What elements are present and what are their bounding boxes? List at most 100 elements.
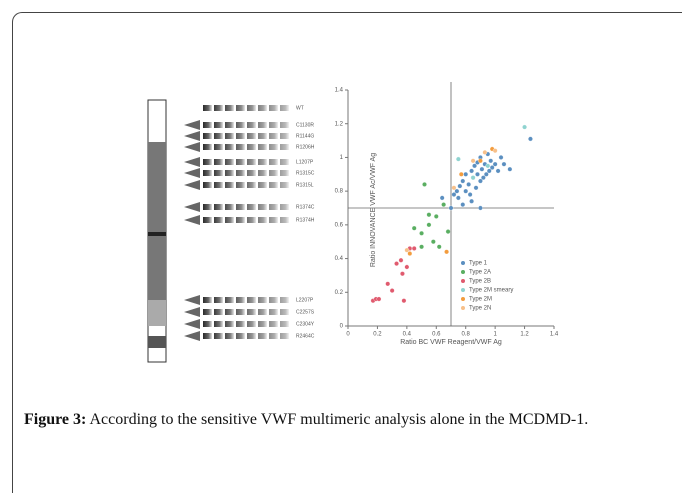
point xyxy=(426,212,432,218)
point xyxy=(422,182,427,187)
gel-band xyxy=(269,297,278,303)
point xyxy=(451,192,457,197)
gel-band xyxy=(236,170,245,176)
point xyxy=(385,281,391,287)
gel-band xyxy=(269,321,278,327)
point xyxy=(473,185,479,191)
point xyxy=(407,251,413,256)
gel-band xyxy=(247,297,256,303)
gel-band xyxy=(247,321,256,327)
gel-band xyxy=(203,321,212,327)
lane-label: C2257S xyxy=(296,309,315,315)
point xyxy=(441,202,446,207)
gel-band xyxy=(247,133,256,139)
legend-marker xyxy=(461,279,465,283)
gel-band xyxy=(225,204,234,210)
gel-band xyxy=(214,204,223,210)
point xyxy=(469,168,474,174)
caption: Figure 3: According to the sensitive VWF… xyxy=(24,408,664,432)
point xyxy=(478,158,483,164)
point xyxy=(436,244,442,250)
point xyxy=(445,229,451,234)
x-tick-label: 0.6 xyxy=(432,332,441,338)
lane-arrow xyxy=(184,295,200,305)
gel-band xyxy=(269,217,278,223)
point xyxy=(457,183,463,189)
gel-band xyxy=(203,170,212,176)
point xyxy=(483,171,489,177)
gel-band xyxy=(225,321,234,327)
point xyxy=(456,156,461,162)
gel-band xyxy=(236,297,245,303)
gel-band xyxy=(225,217,234,223)
point xyxy=(472,163,477,169)
lane-arrow xyxy=(184,319,200,329)
x-axis-label: Ratio BC VWF Reagent/VWF Ag xyxy=(400,339,502,346)
x-tick-label: 1.4 xyxy=(550,332,559,338)
gel-band xyxy=(203,182,212,188)
point xyxy=(498,155,504,160)
point xyxy=(400,271,405,277)
legend-marker xyxy=(461,297,465,301)
gel-band xyxy=(258,159,267,165)
gel-band xyxy=(203,333,212,339)
legend-marker xyxy=(461,261,465,265)
gel-band xyxy=(269,182,278,188)
point xyxy=(485,163,491,169)
figure: WT C1130R R1144G R1206H L1207P R1315C R1315L R1… xyxy=(147,82,559,363)
gel-band xyxy=(247,122,256,128)
point xyxy=(430,239,436,245)
point xyxy=(470,175,476,181)
lane-arrow xyxy=(184,131,200,141)
gel-band xyxy=(225,309,234,315)
gel-band xyxy=(280,309,289,315)
gel-band xyxy=(280,170,289,176)
point xyxy=(478,178,483,184)
gel-band xyxy=(258,182,267,188)
point xyxy=(492,148,498,154)
gel-band xyxy=(258,321,267,327)
x-tick-label: 1 xyxy=(493,332,497,338)
gel-band xyxy=(225,144,234,150)
legend-marker xyxy=(461,270,465,274)
gel-band xyxy=(214,321,223,327)
point xyxy=(411,246,417,251)
lane-arrow xyxy=(184,168,200,178)
gel-band xyxy=(247,182,256,188)
gel-band xyxy=(269,122,278,128)
gel-band xyxy=(214,159,223,165)
gel-band xyxy=(280,297,289,303)
legend-label: Type 2B xyxy=(469,279,491,285)
point xyxy=(479,166,485,172)
gel-band xyxy=(247,159,256,165)
point xyxy=(376,296,382,302)
gel-band xyxy=(236,133,245,139)
y-tick-label: 0.4 xyxy=(335,256,344,262)
gel-band xyxy=(280,133,289,139)
point xyxy=(433,214,439,219)
legend-label: Type 1 xyxy=(469,261,488,267)
point xyxy=(492,161,498,167)
gel-band xyxy=(280,204,289,210)
point xyxy=(426,222,432,228)
lane-arrow xyxy=(184,307,200,317)
caption-text: According to the sensitive VWF multimeri… xyxy=(86,411,589,428)
gel-band xyxy=(214,170,223,176)
lane-label: L2207P xyxy=(296,297,314,303)
gel-band xyxy=(225,122,234,128)
gel-band xyxy=(203,217,212,223)
gel-band xyxy=(258,105,267,111)
lane-label: R1315L xyxy=(296,182,314,188)
point xyxy=(478,205,483,211)
gel-band xyxy=(269,170,278,176)
gel-band xyxy=(225,133,234,139)
y-tick-label: 0.6 xyxy=(335,222,344,228)
lane-label: R1374C xyxy=(296,204,315,210)
point xyxy=(469,198,474,204)
gel-band xyxy=(280,333,289,339)
point xyxy=(401,298,407,304)
y-tick-label: 1.4 xyxy=(335,88,344,94)
point xyxy=(460,178,466,184)
y-axis-label: Ratio INNOVANCE VWF Ac/VWF Ag xyxy=(370,153,377,267)
gel-band xyxy=(214,122,223,128)
